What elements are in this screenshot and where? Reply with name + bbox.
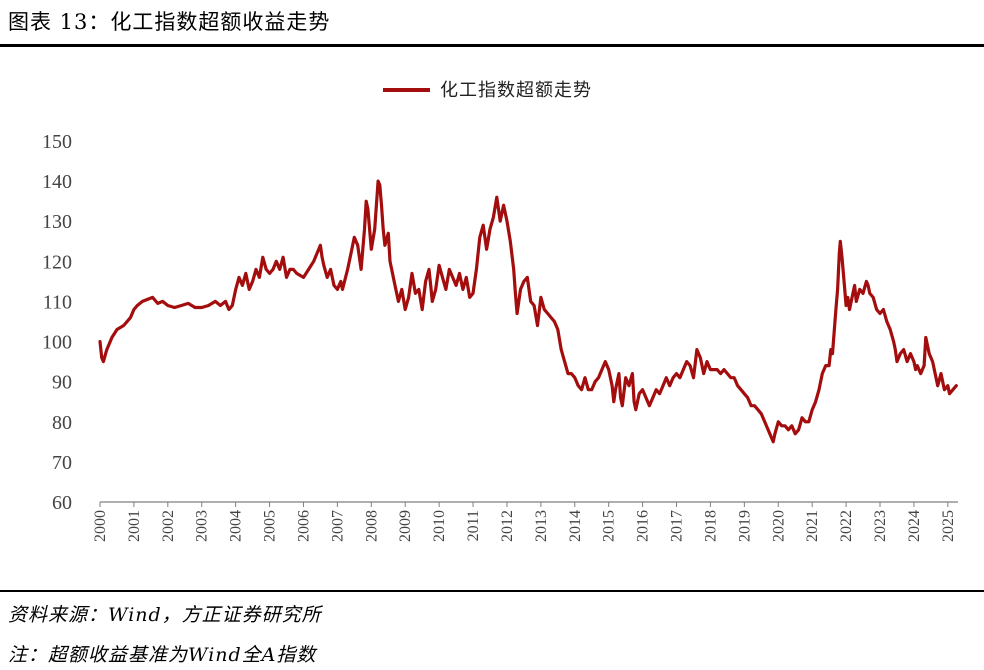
x-axis: 2000 2001 2002 2003 2004 2005 2006 2007 2008 2009… bbox=[92, 501, 958, 542]
y-tick-label: 60 bbox=[52, 492, 72, 514]
x-tick-label: 2000 bbox=[92, 510, 109, 542]
x-tick-label: 2018 bbox=[702, 510, 719, 542]
caption-rule bbox=[0, 44, 984, 47]
x-tick-label: 2013 bbox=[533, 510, 550, 542]
chart-legend: 化工指数超额走势 bbox=[383, 80, 592, 101]
x-tick-label: 2011 bbox=[465, 510, 482, 541]
y-tick-label: 100 bbox=[42, 332, 72, 354]
y-tick-label: 70 bbox=[52, 452, 72, 474]
y-tick-label: 120 bbox=[42, 251, 72, 273]
y-tick-label: 130 bbox=[42, 211, 72, 233]
x-tick-label: 2010 bbox=[431, 510, 448, 542]
x-tick-label: 2004 bbox=[228, 510, 245, 542]
legend-label: 化工指数超额走势 bbox=[440, 80, 592, 101]
excess-return-line-chart: 化工指数超额走势 60 70 80 90 100 110 120 130 140 150 2000… bbox=[42, 80, 958, 542]
x-tick-label: 2003 bbox=[194, 510, 211, 542]
y-tick-label: 110 bbox=[43, 291, 72, 313]
x-tick-label: 2022 bbox=[838, 510, 855, 542]
x-tick-label: 2023 bbox=[872, 510, 889, 542]
source-note: 资料来源：Wind，方正证券研究所 bbox=[8, 604, 322, 626]
x-tick-label: 2007 bbox=[329, 510, 346, 542]
y-tick-label: 150 bbox=[42, 131, 72, 153]
x-tick-label: 2006 bbox=[295, 510, 312, 542]
x-tick-label: 2017 bbox=[669, 510, 686, 542]
x-tick-label: 2025 bbox=[940, 510, 957, 542]
x-tick-label: 2024 bbox=[906, 510, 923, 542]
x-tick-label: 2020 bbox=[770, 510, 787, 542]
footer-rule bbox=[0, 590, 984, 592]
y-axis-ticks: 60 70 80 90 100 110 120 130 140 150 bbox=[42, 131, 72, 514]
y-tick-label: 140 bbox=[42, 171, 72, 193]
x-tick-label: 2016 bbox=[635, 510, 652, 542]
y-tick-label: 90 bbox=[52, 372, 72, 394]
x-tick-label: 2005 bbox=[262, 510, 279, 542]
x-tick-label: 2021 bbox=[804, 510, 821, 542]
x-tick-label: 2015 bbox=[601, 510, 618, 542]
plot-area bbox=[98, 179, 958, 444]
figure-caption: 图表 13：化工指数超额收益走势 bbox=[8, 10, 331, 34]
x-tick-label: 2014 bbox=[567, 510, 584, 542]
x-tick-label: 2001 bbox=[126, 510, 143, 542]
x-tick-label: 2009 bbox=[397, 510, 414, 542]
x-tick-label: 2002 bbox=[160, 510, 177, 542]
y-tick-label: 80 bbox=[52, 412, 72, 434]
x-tick-label: 2019 bbox=[736, 510, 753, 542]
x-tick-label: 2012 bbox=[499, 510, 516, 542]
x-tick-label: 2008 bbox=[363, 510, 380, 542]
series-line bbox=[98, 179, 958, 444]
footnote: 注：超额收益基准为Wind全A指数 bbox=[8, 644, 317, 666]
